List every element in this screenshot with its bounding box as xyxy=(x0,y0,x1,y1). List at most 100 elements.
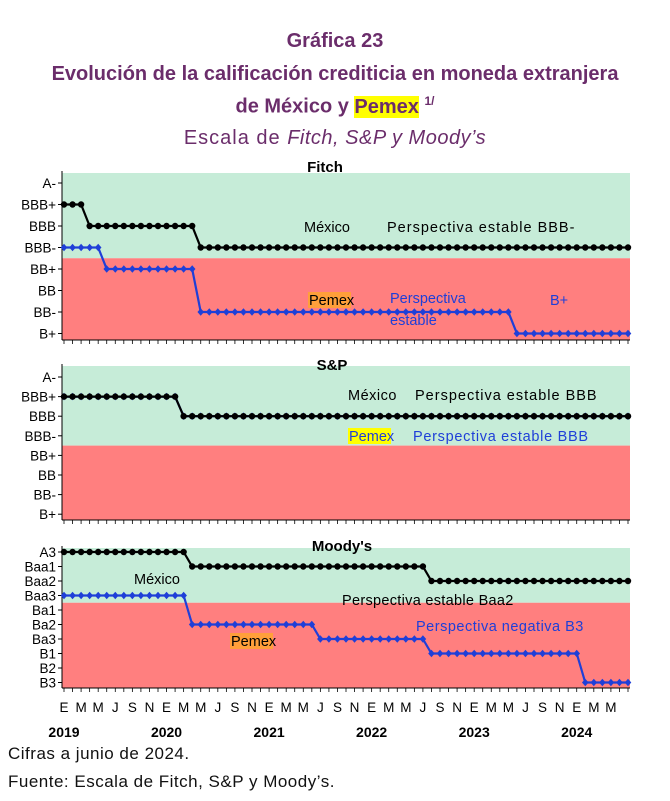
point-pemex xyxy=(436,308,444,316)
point-pemex xyxy=(522,329,529,338)
point-mexico xyxy=(505,577,512,585)
point-mexico xyxy=(69,393,76,400)
y-tick-label: BB- xyxy=(33,305,56,320)
point-pemex xyxy=(240,620,247,629)
point-pemex xyxy=(496,649,504,658)
point-mexico xyxy=(547,244,555,251)
y-tick-label: BBB xyxy=(29,409,56,424)
point-mexico xyxy=(411,413,418,420)
point-pemex xyxy=(120,265,128,273)
point-pemex xyxy=(180,265,187,273)
point-mexico xyxy=(171,393,179,400)
point-mexico xyxy=(163,222,170,230)
y-tick-label: BB- xyxy=(33,488,56,503)
point-mexico xyxy=(154,393,162,400)
point-pemex xyxy=(197,308,205,316)
point-pemex xyxy=(231,308,239,316)
x-tick-label: M xyxy=(503,700,514,715)
point-pemex xyxy=(248,620,256,629)
x-tick-label: E xyxy=(367,700,376,715)
point-mexico xyxy=(240,413,247,420)
point-mexico xyxy=(325,244,333,251)
point-mexico xyxy=(376,413,384,420)
point-pemex xyxy=(94,243,102,252)
point-mexico xyxy=(488,413,495,420)
point-pemex xyxy=(146,265,153,273)
point-mexico xyxy=(197,244,204,251)
point-pemex xyxy=(411,308,418,316)
point-pemex xyxy=(607,329,615,338)
chart-number: Gráfica 23 xyxy=(286,30,384,52)
point-mexico xyxy=(77,548,85,556)
point-mexico xyxy=(146,393,153,400)
point-pemex xyxy=(419,635,427,643)
point-mexico xyxy=(453,244,461,251)
point-mexico xyxy=(231,244,239,251)
point-mexico xyxy=(282,413,290,420)
point-pemex xyxy=(530,329,538,338)
point-pemex xyxy=(402,308,410,316)
point-mexico xyxy=(402,413,410,420)
point-pemex xyxy=(351,308,358,316)
point-mexico xyxy=(342,563,350,570)
point-mexico xyxy=(530,244,538,251)
point-pemex xyxy=(530,649,538,658)
point-pemex xyxy=(69,243,76,252)
point-pemex xyxy=(154,591,162,600)
point-pemex xyxy=(188,265,196,273)
point-mexico xyxy=(291,244,298,251)
point-pemex xyxy=(334,308,341,316)
point-pemex xyxy=(564,649,572,658)
point-mexico xyxy=(368,413,375,420)
point-pemex xyxy=(539,329,546,338)
investment-grade-zone xyxy=(62,366,630,446)
point-pemex xyxy=(308,308,316,316)
point-mexico xyxy=(197,563,204,570)
point-mexico xyxy=(556,413,563,420)
chart-subtitle: Escala de Fitch, S&P y Moody’s xyxy=(0,127,670,150)
point-mexico xyxy=(342,413,350,420)
subtitle-agencies: Fitch, S&P y Moody’s xyxy=(287,127,487,149)
point-pemex xyxy=(146,591,153,600)
point-mexico xyxy=(385,413,392,420)
annotation-label: México xyxy=(134,572,180,588)
point-mexico xyxy=(616,413,623,420)
point-mexico xyxy=(607,244,615,251)
label-highlight xyxy=(230,633,273,649)
point-pemex xyxy=(487,649,495,658)
point-mexico xyxy=(223,563,230,570)
point-pemex xyxy=(393,635,401,643)
panel-0: A- BBB+ BBB BBB- BB+ BB BB- B+ Fitch México Perspe… xyxy=(21,159,632,344)
point-mexico xyxy=(436,413,444,420)
point-pemex xyxy=(624,678,632,687)
point-mexico xyxy=(453,413,461,420)
point-pemex xyxy=(325,308,333,316)
point-pemex xyxy=(599,678,606,687)
point-mexico xyxy=(223,244,230,251)
point-mexico xyxy=(428,413,435,420)
point-mexico xyxy=(171,222,179,230)
panel-title: S&P xyxy=(317,357,348,374)
point-mexico xyxy=(206,413,213,420)
y-tick-label: B+ xyxy=(39,327,56,342)
chart-title: Evolución de la calificación crediticia … xyxy=(51,63,619,85)
point-mexico xyxy=(257,563,264,570)
point-mexico xyxy=(137,222,145,230)
y-tick-label: A- xyxy=(43,370,57,385)
point-pemex xyxy=(308,620,316,629)
point-pemex xyxy=(86,243,93,252)
point-mexico xyxy=(624,244,632,251)
point-mexico xyxy=(317,244,324,251)
point-mexico xyxy=(342,244,350,251)
point-pemex xyxy=(368,635,375,643)
point-pemex xyxy=(428,649,435,658)
point-mexico xyxy=(77,393,85,400)
point-pemex xyxy=(77,591,85,600)
point-mexico xyxy=(590,413,598,420)
point-mexico xyxy=(624,413,632,420)
point-mexico xyxy=(214,563,222,570)
y-tick-label: BBB+ xyxy=(21,390,56,405)
point-mexico xyxy=(616,244,623,251)
y-tick-label: B3 xyxy=(39,676,56,691)
